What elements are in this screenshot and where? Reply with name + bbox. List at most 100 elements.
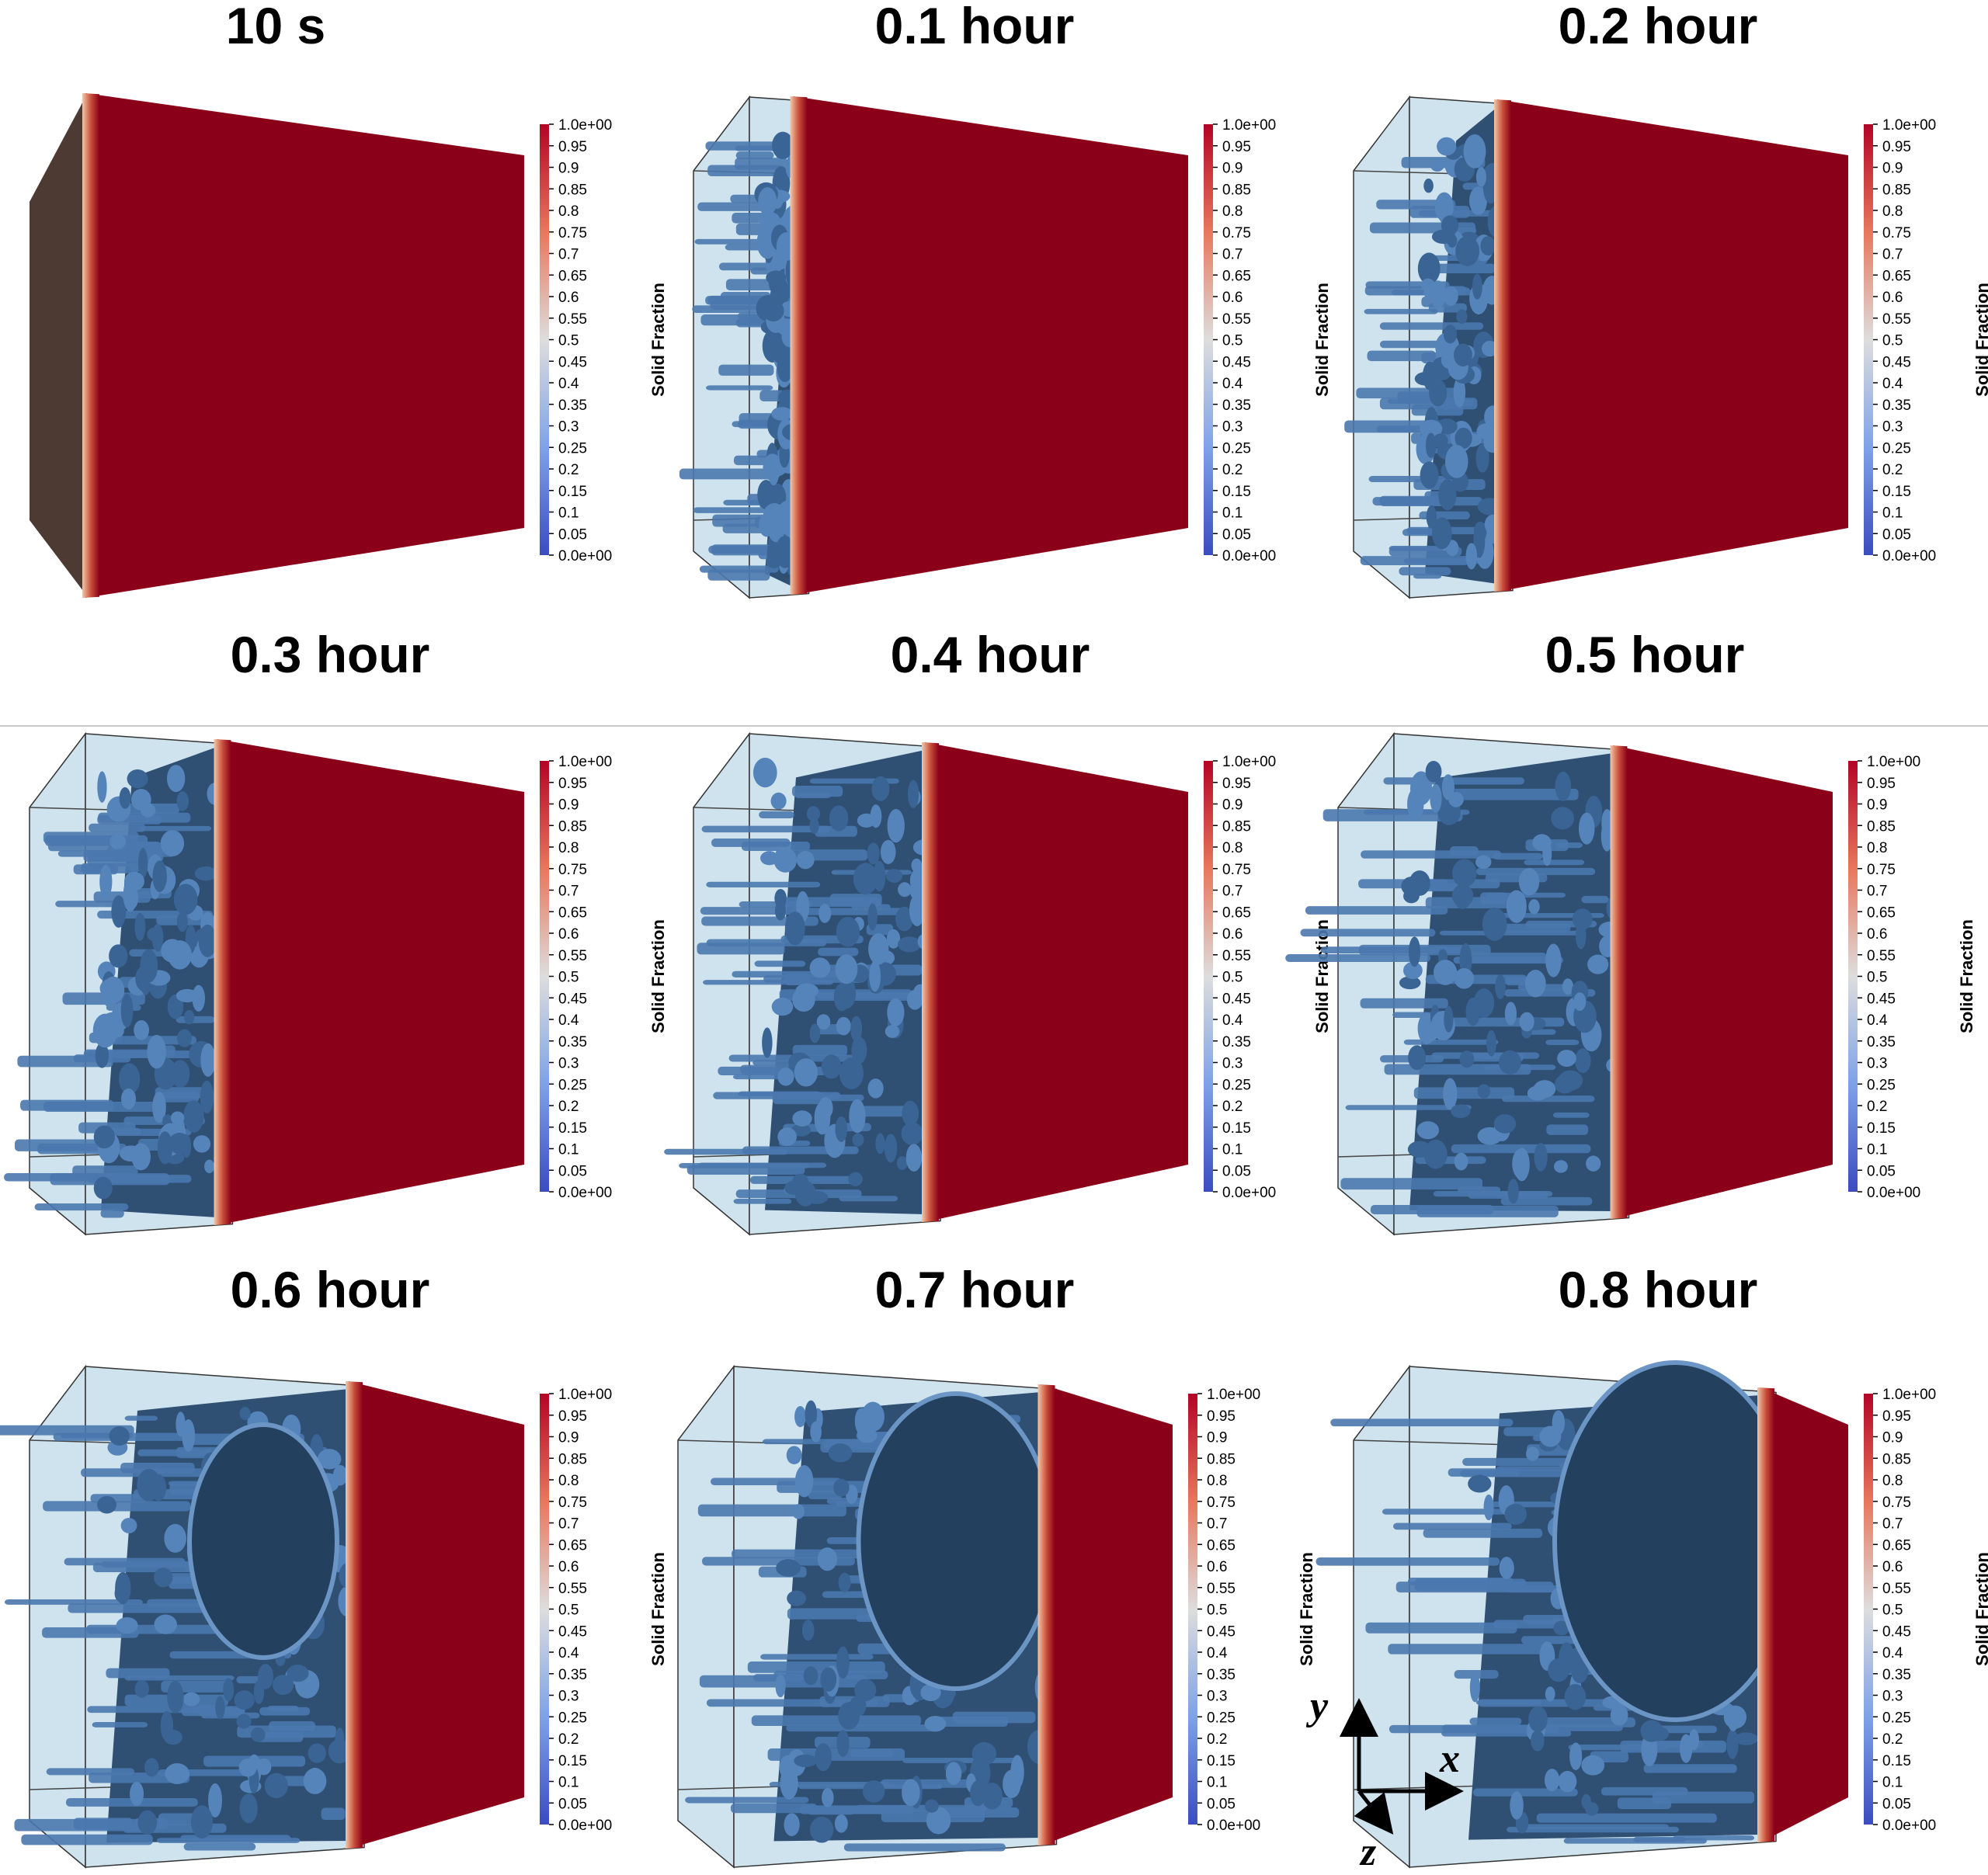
axis-triad — [1340, 1698, 1464, 1835]
colorbar-tick-label: 0.3 — [1867, 1056, 1887, 1072]
colorbar-tick-label: 0.9 — [1882, 161, 1903, 177]
colorbar-tick-label: 0.2 — [558, 462, 579, 478]
solid-region — [349, 1381, 524, 1849]
colorbar-tick-label: 0.1 — [1867, 1142, 1887, 1158]
colorbar-tick-label: 0.95 — [1207, 1408, 1236, 1425]
colorbar-tick-label: 0.05 — [1882, 1796, 1911, 1812]
colorbar-tick-label: 0.7 — [558, 1516, 579, 1533]
colorbar-tick-label: 0.4 — [1882, 1645, 1903, 1661]
colorbar-tick-label: 0.1 — [1882, 505, 1903, 522]
colorbar-tick-label: 0.65 — [558, 905, 587, 921]
colorbar-tick-label: 0.95 — [1222, 776, 1251, 792]
colorbar-tick-label: 0.65 — [1207, 1537, 1236, 1554]
colorbar — [1204, 761, 1213, 1192]
panel-title-7: 0.6 hour — [230, 1261, 430, 1318]
colorbar-tick-label: 0.9 — [1222, 161, 1242, 177]
colorbar-tick-label: 0.2 — [1882, 462, 1903, 478]
colorbar-title: Solid Fraction — [648, 919, 668, 1033]
interface — [214, 739, 231, 1225]
colorbar-tick-label: 0.6 — [1882, 1559, 1903, 1575]
colorbar-tick-label: 1.0e+00 — [1882, 117, 1936, 134]
colorbar-tick-label: 0.35 — [1882, 1667, 1911, 1683]
colorbar-tick-label: 0.8 — [558, 203, 579, 220]
colorbar-tick-label: 0.6 — [1882, 290, 1903, 306]
colorbar — [540, 761, 549, 1192]
colorbar-tick-label: 0.05 — [558, 1163, 587, 1179]
colorbar-tick-label: 0.15 — [558, 484, 587, 500]
colorbar-tick-label: 1.0e+00 — [1882, 1387, 1936, 1403]
interface — [1757, 1387, 1774, 1842]
colorbar-tick-label: 0.35 — [1867, 1034, 1896, 1050]
colorbar-tick-label: 0.05 — [1222, 1163, 1251, 1179]
colorbar-tick-label: 0.45 — [558, 1623, 587, 1640]
colorbar-tick-label: 0.5 — [1207, 1602, 1227, 1619]
colorbar-tick-label: 0.35 — [1882, 398, 1911, 414]
simulation-panel-5: 1.0e+00 0.95 0.9 0.85 0.8 0.75 0.7 0.65 0.6 0.55 0… — [664, 731, 1332, 1236]
colorbar-tick-label: 0.55 — [558, 311, 587, 328]
colorbar-tick-label: 0.75 — [1207, 1495, 1236, 1511]
colorbar-tick-label: 0.9 — [558, 1430, 579, 1446]
colorbar-tick-label: 0.6 — [558, 926, 579, 943]
colorbar-tick-label: 0.3 — [1882, 1689, 1903, 1705]
interface — [922, 742, 939, 1222]
panel-title-4: 0.3 hour — [230, 626, 430, 683]
colorbar-tick-label: 0.7 — [1222, 247, 1242, 263]
colorbar — [1864, 124, 1873, 555]
colorbar-tick-label: 0.15 — [1222, 1120, 1251, 1137]
colorbar-tick-label: 0.5 — [558, 333, 579, 349]
colorbar-title: Solid Fraction — [1972, 283, 1988, 397]
colorbar-tick-label: 1.0e+00 — [1867, 754, 1920, 770]
mould-wall — [30, 97, 85, 594]
colorbar-tick-label: 0.1 — [558, 1775, 579, 1791]
colorbar — [540, 1394, 549, 1825]
colorbar-tick-label: 0.5 — [1222, 970, 1242, 986]
colorbar-tick-label: 0.7 — [1207, 1516, 1227, 1533]
colorbar-tick-label: 0.55 — [558, 1581, 587, 1597]
colorbar-tick-label: 0.0e+00 — [558, 1185, 612, 1201]
colorbar-tick-label: 0.75 — [1882, 225, 1911, 241]
colorbar-tick-label: 0.15 — [558, 1753, 587, 1769]
colorbar-tick-label: 0.4 — [1222, 376, 1243, 392]
colorbar-tick-label: 0.35 — [558, 1034, 587, 1050]
colorbar-tick-label: 0.4 — [558, 1645, 579, 1661]
colorbar-tick-label: 0.4 — [558, 1012, 579, 1029]
row-separator — [0, 725, 1988, 727]
grain — [856, 1391, 1055, 1691]
colorbar-tick-label: 0.85 — [558, 818, 587, 835]
colorbar-tick-label: 0.3 — [558, 1689, 579, 1705]
colorbar-tick-label: 0.0e+00 — [558, 1818, 612, 1834]
colorbar-tick-label: 0.8 — [1882, 203, 1903, 220]
colorbar-tick-label: 0.6 — [1222, 926, 1242, 943]
panel-title-2: 0.1 hour — [874, 0, 1075, 54]
colorbar-tick-label: 1.0e+00 — [558, 117, 612, 134]
colorbar-tick-label: 0.75 — [1867, 862, 1896, 878]
colorbar-tick-label: 1.0e+00 — [558, 1387, 612, 1403]
simulation-panel-7: 1.0e+00 0.95 0.9 0.85 0.8 0.75 0.7 0.65 0.6 0.55 0… — [0, 1364, 668, 1869]
colorbar-title: Solid Fraction — [648, 1552, 668, 1666]
colorbar-tick-label: 0.75 — [558, 862, 587, 878]
grain — [187, 1422, 339, 1660]
colorbar-tick-label: 0.25 — [1882, 1710, 1911, 1726]
colorbar-tick-label: 0.65 — [558, 268, 587, 284]
colorbar-tick-label: 0.25 — [1207, 1710, 1236, 1726]
colorbar-tick-label: 0.9 — [1207, 1430, 1227, 1446]
solid-region — [793, 96, 1188, 595]
colorbar-tick-label: 0.85 — [558, 1451, 587, 1467]
x-axis-label: x — [1440, 1737, 1460, 1781]
solid-region — [217, 739, 524, 1225]
colorbar-tick-label: 0.2 — [1882, 1731, 1903, 1748]
interface — [1037, 1384, 1055, 1845]
panel-title-9: 0.8 hour — [1558, 1261, 1758, 1318]
colorbar-tick-label: 0.5 — [1882, 1602, 1903, 1619]
solid-region — [1613, 745, 1833, 1219]
colorbar-tick-label: 0.55 — [1867, 948, 1896, 964]
colorbar-tick-label: 0.2 — [558, 1099, 579, 1115]
colorbar-tick-label: 0.65 — [1882, 268, 1911, 284]
colorbar-tick-label: 0.85 — [1867, 818, 1896, 835]
colorbar-tick-label: 0.8 — [1222, 840, 1242, 856]
colorbar-tick-label: 0.4 — [1222, 1012, 1243, 1029]
colorbar-tick-label: 0.45 — [1867, 991, 1896, 1007]
colorbar-tick-label: 0.05 — [1867, 1163, 1896, 1179]
colorbar-tick-label: 0.1 — [1222, 1142, 1242, 1158]
colorbar-tick-label: 0.35 — [1222, 398, 1251, 414]
